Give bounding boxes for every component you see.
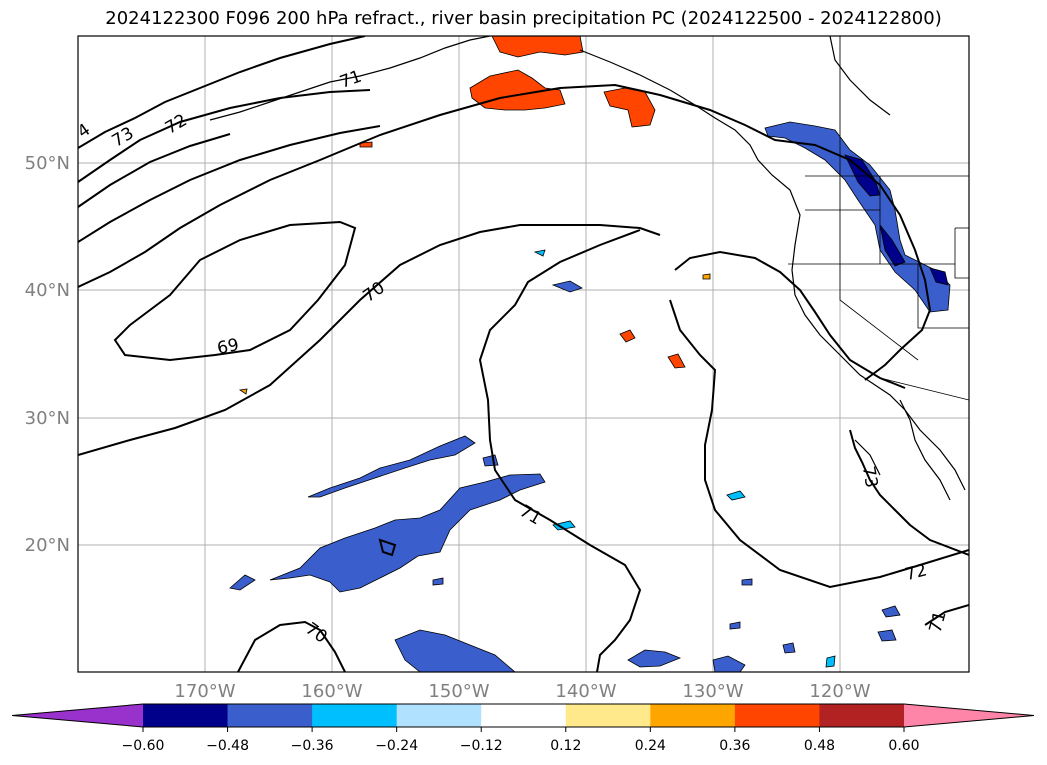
lon-labels: 170°W 160°W 150°W 140°W 130°W 120°W <box>174 681 870 702</box>
colorbar-tick-label: 0.48 <box>804 738 835 754</box>
colorbar-extend-min <box>12 704 143 727</box>
colorbar-segment <box>481 704 567 727</box>
colorbar-segment <box>650 704 736 727</box>
colorbar: −0.60 −0.48 −0.36 −0.24 −0.12 0.12 0.24 0.36 0.4… <box>11 703 1035 754</box>
colorbar-tick-label: 0.24 <box>635 738 666 754</box>
lon-label: 170°W <box>174 681 235 702</box>
contour-label: 69 <box>215 335 240 359</box>
colorbar-segment <box>396 704 482 727</box>
colorbar-tick-label: −0.48 <box>206 738 249 754</box>
lat-labels: 50°N 40°N 30°N 20°N <box>25 153 70 556</box>
lat-label: 40°N <box>25 280 70 301</box>
lat-label: 20°N <box>25 535 70 556</box>
colorbar-segment <box>143 704 229 727</box>
colorbar-tick-label: 0.12 <box>550 738 581 754</box>
colorbar-segment <box>565 704 651 727</box>
colorbar-extend-max <box>904 704 1034 727</box>
colorbar-segment <box>227 704 313 727</box>
lat-label: 30°N <box>25 408 70 429</box>
colorbar-tick-label: −0.12 <box>460 738 503 754</box>
negative-precip-areas <box>229 121 951 672</box>
colorbar-segment <box>312 704 398 727</box>
lon-label: 150°W <box>428 681 489 702</box>
state-borders <box>788 36 969 401</box>
colorbar-tick-label: −0.60 <box>122 738 165 754</box>
lon-label: 130°W <box>682 681 743 702</box>
map-title: 2024122300 F096 200 hPa refract., river … <box>105 8 942 29</box>
refractivity-contours <box>78 36 969 672</box>
lon-label: 140°W <box>555 681 616 702</box>
colorbar-tick-label: −0.36 <box>291 738 334 754</box>
colorbar-tick-label: 0.36 <box>719 738 750 754</box>
colorbar-tick-label: 0.60 <box>888 738 919 754</box>
colorbar-segment <box>734 704 820 727</box>
colorbar-segment <box>819 704 905 727</box>
colorbar-tick-label: −0.24 <box>375 738 418 754</box>
lon-label: 120°W <box>809 681 870 702</box>
map-frame <box>77 35 970 673</box>
contour-label: 73 <box>858 465 881 490</box>
lon-label: 160°W <box>301 681 362 702</box>
lat-label: 50°N <box>25 153 70 174</box>
graticule <box>78 36 969 672</box>
